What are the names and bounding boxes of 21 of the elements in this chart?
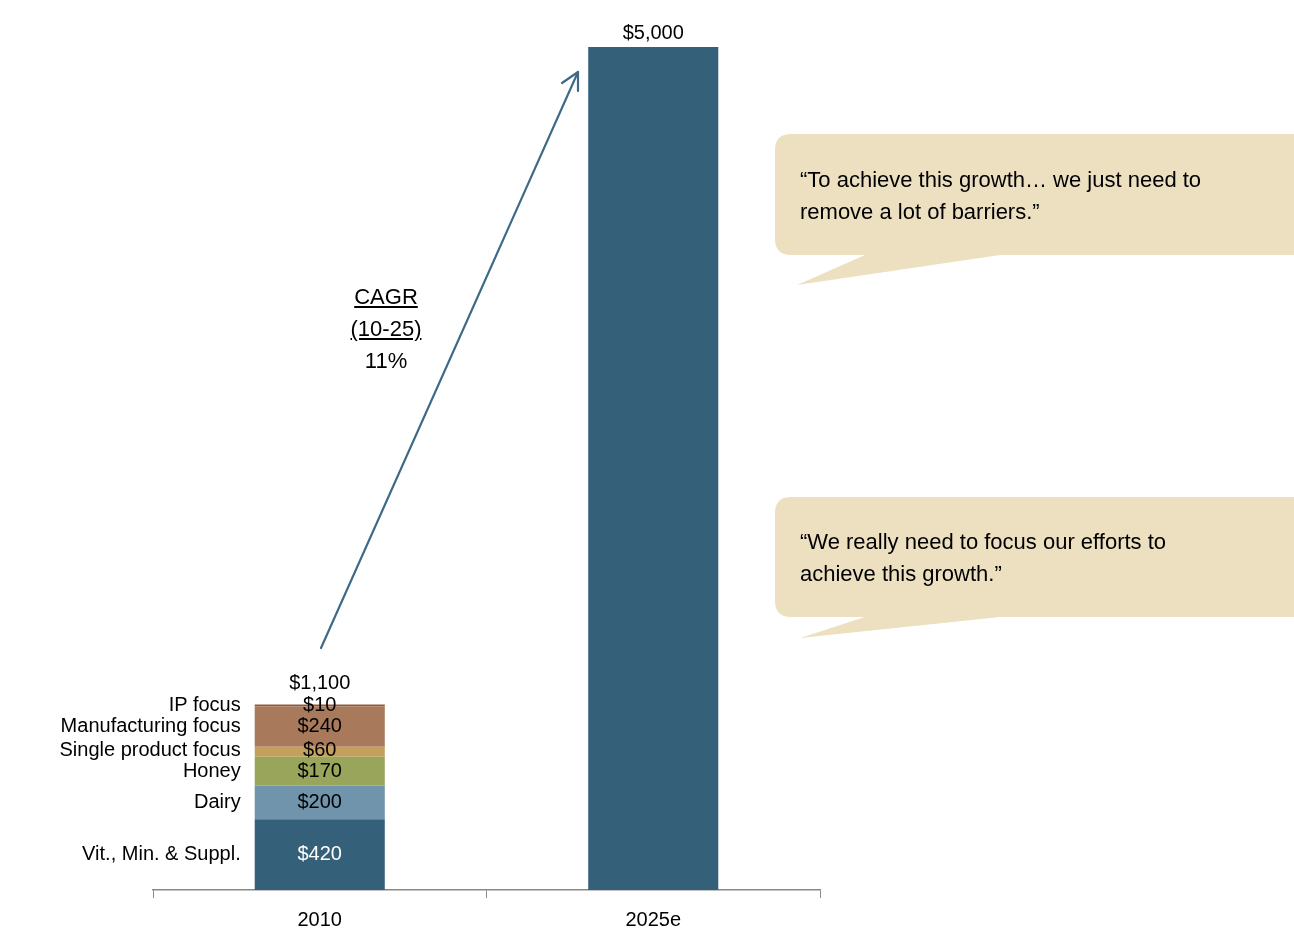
annotation: “We really need to focus our efforts to achieve this growth.” (800, 528, 1168, 588)
annotation: CAGR (353, 283, 419, 311)
series-label: Manufacturing focus (60, 713, 241, 736)
series-label: Honey (182, 758, 241, 781)
x-tick-label: 2025e (625, 907, 682, 930)
data-label: $200 (297, 789, 342, 812)
data-label: $420 (297, 842, 342, 865)
x-tick-label: 2010 (297, 907, 342, 930)
annotation: “To achieve this growth… we just need to remove a lot of barriers.” (800, 166, 1203, 226)
annotation: (10-25) (349, 315, 423, 343)
annotation: 11% (363, 347, 409, 375)
data-label: $170 (297, 758, 342, 781)
data-label: $10 (303, 692, 337, 715)
series-label: Dairy (194, 789, 241, 812)
total-label: $5,000 (622, 20, 684, 43)
total-label: $1,100 (289, 670, 351, 693)
series-label: Vit., Min. & Suppl. (82, 842, 241, 865)
series-label: Single product focus (59, 737, 241, 760)
series-label: IP focus (168, 692, 241, 715)
data-label: $240 (297, 713, 342, 736)
data-label: $60 (303, 737, 337, 760)
